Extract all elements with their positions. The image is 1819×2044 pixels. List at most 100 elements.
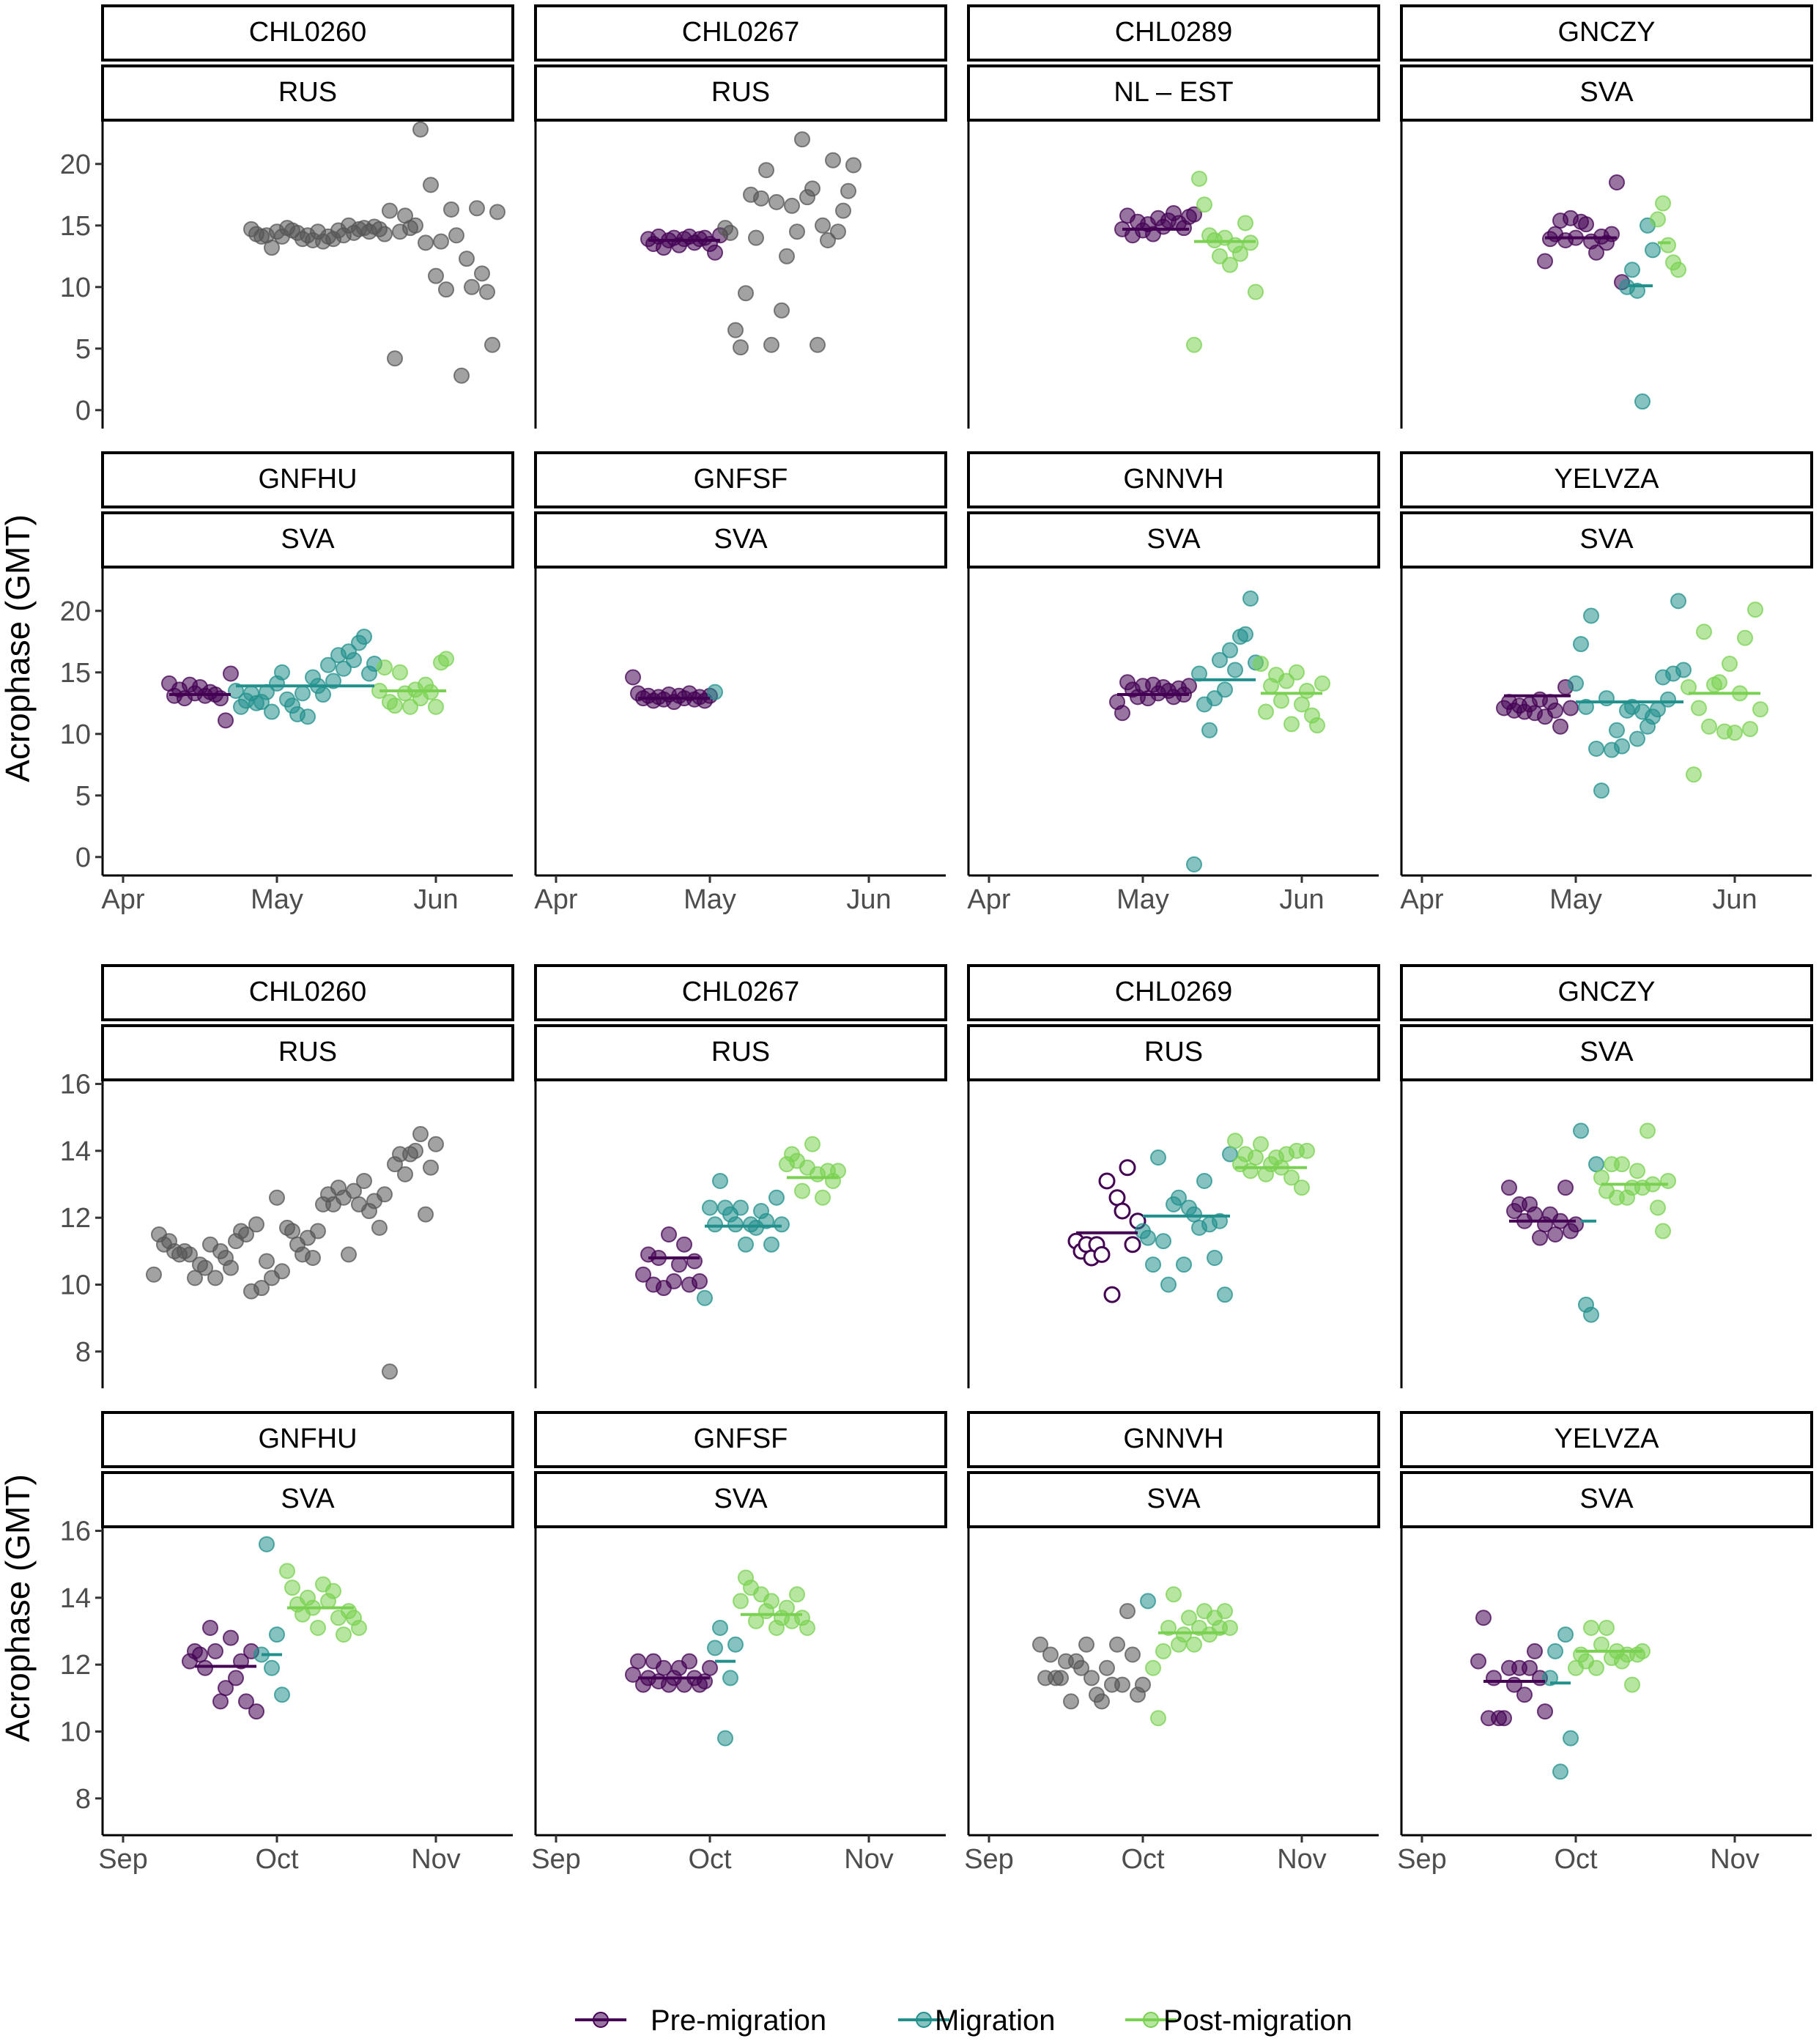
point-gnfhu-spring-pre-12 xyxy=(223,665,239,682)
y-tick-label-chl0260-autumn-8: 8 xyxy=(75,1337,91,1368)
strip-id-label-gnfsf-spring: GNFSF xyxy=(694,464,788,495)
point-chl0267-spring-none-2 xyxy=(727,322,744,338)
point-yelvza-autumn-pre-0 xyxy=(1470,1653,1486,1670)
x-tick-label-gnnvh-autumn-oct: Oct xyxy=(1121,1844,1165,1875)
point-gnfhu-autumn-pre-7 xyxy=(218,1680,234,1697)
point-chl0260-spring-none-48 xyxy=(489,204,505,221)
strip-site-label-chl0260-autumn: RUS xyxy=(278,1037,337,1067)
point-yelvza-autumn-pre-1 xyxy=(1475,1610,1492,1626)
strip-id-box-gnczy-autumn xyxy=(1400,964,1813,1021)
point-yelvza-autumn-pre-13 xyxy=(1537,1703,1553,1720)
point-chl0260-autumn-none-31 xyxy=(305,1249,321,1266)
y-tick-label-gnfhu-autumn-12: 12 xyxy=(60,1650,91,1681)
point-chl0260-autumn-none-52 xyxy=(412,1126,429,1143)
point-gnfsf-autumn-pre-14 xyxy=(697,1673,713,1689)
point-gnfhu-spring-mig-21 xyxy=(336,660,352,677)
y-tick-label-chl0260-autumn-10: 10 xyxy=(60,1270,91,1300)
point-yelvza-spring-pre-11 xyxy=(1552,718,1568,735)
strip-site-box-yelvza-spring xyxy=(1400,511,1813,569)
point-yelvza-spring-post-9 xyxy=(1727,725,1743,741)
x-tick-label-gnfsf-spring-apr: Apr xyxy=(534,884,577,915)
point-gnfhu-spring-mig-18 xyxy=(320,656,336,673)
point-gnnvh-spring-post-1 xyxy=(1258,703,1274,720)
point-gnnvh-autumn-mig-0 xyxy=(1140,1593,1156,1610)
point-chl0269-autumn-open-9 xyxy=(1114,1202,1131,1220)
point-gnfhu-spring-post-3 xyxy=(387,697,403,714)
point-yelvza-spring-post-11 xyxy=(1737,629,1753,646)
strip-id-label-gnfhu-spring: GNFHU xyxy=(258,464,357,495)
point-chl0267-autumn-mig-13 xyxy=(763,1236,779,1253)
point-gnczy-autumn-mig-0 xyxy=(1573,1122,1589,1139)
y-tick-label-gnfhu-autumn-8: 8 xyxy=(75,1784,91,1815)
legend-label-pre-migration: Pre-migration xyxy=(651,2004,826,2037)
strip-id-box-chl0260-autumn xyxy=(101,964,514,1021)
point-chl0260-autumn-none-10 xyxy=(197,1259,213,1276)
point-gnfhu-spring-mig-9 xyxy=(274,664,290,681)
x-tick-label-gnnvh-spring-apr: Apr xyxy=(967,884,1010,915)
point-gnfsf-autumn-post-13 xyxy=(799,1619,815,1636)
point-gnfhu-autumn-mig-4 xyxy=(274,1686,290,1703)
point-gnnvh-spring-mig-10 xyxy=(1237,626,1253,643)
y-tick-label-chl0260-spring-20: 20 xyxy=(60,149,91,180)
point-gnnvh-spring-pre-1 xyxy=(1114,705,1130,722)
point-gnfhu-autumn-post-0 xyxy=(279,1563,295,1580)
point-yelvza-spring-mig-20 xyxy=(1670,593,1686,610)
point-gnnvh-autumn-none-18 xyxy=(1125,1646,1141,1663)
strip-site-box-gnczy-autumn xyxy=(1400,1024,1813,1081)
strip-site-label-yelvza-spring: SVA xyxy=(1579,524,1634,555)
x-tick-label-gnfhu-spring-jun: Jun xyxy=(413,884,458,915)
point-yelvza-spring-mig-18 xyxy=(1660,691,1676,708)
point-chl0269-autumn-mig-1 xyxy=(1140,1229,1156,1246)
point-gnfhu-autumn-mig-2 xyxy=(264,1659,280,1676)
strip-site-label-chl0267-spring: RUS xyxy=(711,77,770,108)
point-chl0260-spring-none-46 xyxy=(479,284,495,300)
point-chl0267-spring-none-12 xyxy=(779,248,795,264)
point-chl0269-autumn-mig-14 xyxy=(1207,1249,1223,1266)
point-yelvza-autumn-post-5 xyxy=(1593,1636,1609,1653)
point-chl0260-spring-none-35 xyxy=(423,177,439,193)
point-chl0267-spring-none-13 xyxy=(784,197,800,214)
strip-site-box-gnnvh-spring xyxy=(967,511,1380,569)
point-gnfhu-autumn-post-9 xyxy=(325,1582,341,1599)
point-gnnvh-autumn-none-12 xyxy=(1094,1693,1110,1710)
point-gnczy-autumn-pre-0 xyxy=(1501,1180,1517,1196)
point-chl0260-autumn-none-45 xyxy=(377,1186,393,1203)
point-gnnvh-autumn-none-16 xyxy=(1114,1676,1130,1693)
point-chl0267-autumn-mig-15 xyxy=(774,1216,790,1233)
point-chl0260-spring-none-40 xyxy=(448,227,464,244)
point-chl0267-spring-none-23 xyxy=(835,202,851,219)
strip-site-label-gnfsf-autumn: SVA xyxy=(714,1484,768,1514)
point-gnczy-spring-mig-5 xyxy=(1645,242,1661,259)
point-chl0260-autumn-none-49 xyxy=(397,1166,413,1182)
point-gnczy-spring-post-4 xyxy=(1670,262,1686,278)
point-chl0260-spring-none-37 xyxy=(433,233,449,250)
strip-site-label-chl0269-autumn: RUS xyxy=(1144,1037,1203,1067)
point-gnnvh-spring-post-7 xyxy=(1289,664,1305,681)
point-yelvza-spring-pre-10 xyxy=(1547,702,1563,719)
point-gnfhu-autumn-mig-3 xyxy=(269,1626,285,1643)
point-chl0269-autumn-mig-12 xyxy=(1196,1172,1212,1189)
point-gnnvh-autumn-post-6 xyxy=(1176,1626,1192,1643)
point-yelvza-spring-post-12 xyxy=(1742,721,1758,738)
point-chl0267-autumn-mig-7 xyxy=(733,1199,749,1216)
point-chl0267-autumn-mig-0 xyxy=(697,1289,713,1306)
y-tick-label-chl0260-spring-15: 15 xyxy=(60,211,91,242)
point-chl0269-autumn-post-11 xyxy=(1283,1169,1300,1186)
point-gnczy-autumn-pre-6 xyxy=(1532,1229,1548,1246)
point-gnczy-spring-post-0 xyxy=(1650,211,1666,228)
strip-site-box-gnnvh-autumn xyxy=(967,1471,1380,1528)
point-gnfhu-autumn-pre-2 xyxy=(192,1646,208,1663)
point-chl0267-autumn-mig-6 xyxy=(727,1216,744,1233)
point-yelvza-autumn-mig-2 xyxy=(1552,1763,1568,1780)
point-gnfhu-autumn-post-1 xyxy=(284,1580,300,1596)
strip-id-label-chl0267-spring: CHL0267 xyxy=(682,17,800,48)
y-tick-label-gnfhu-spring-15: 15 xyxy=(60,658,91,689)
point-chl0267-autumn-mig-1 xyxy=(702,1199,718,1216)
point-chl0260-spring-none-32 xyxy=(407,217,423,234)
point-yelvza-spring-mig-3 xyxy=(1583,607,1599,624)
point-chl0269-autumn-post-13 xyxy=(1294,1180,1310,1196)
point-gnnvh-autumn-none-13 xyxy=(1099,1659,1115,1676)
point-gnfhu-spring-post-13 xyxy=(438,651,454,667)
strip-id-box-chl0267-spring xyxy=(534,4,947,62)
